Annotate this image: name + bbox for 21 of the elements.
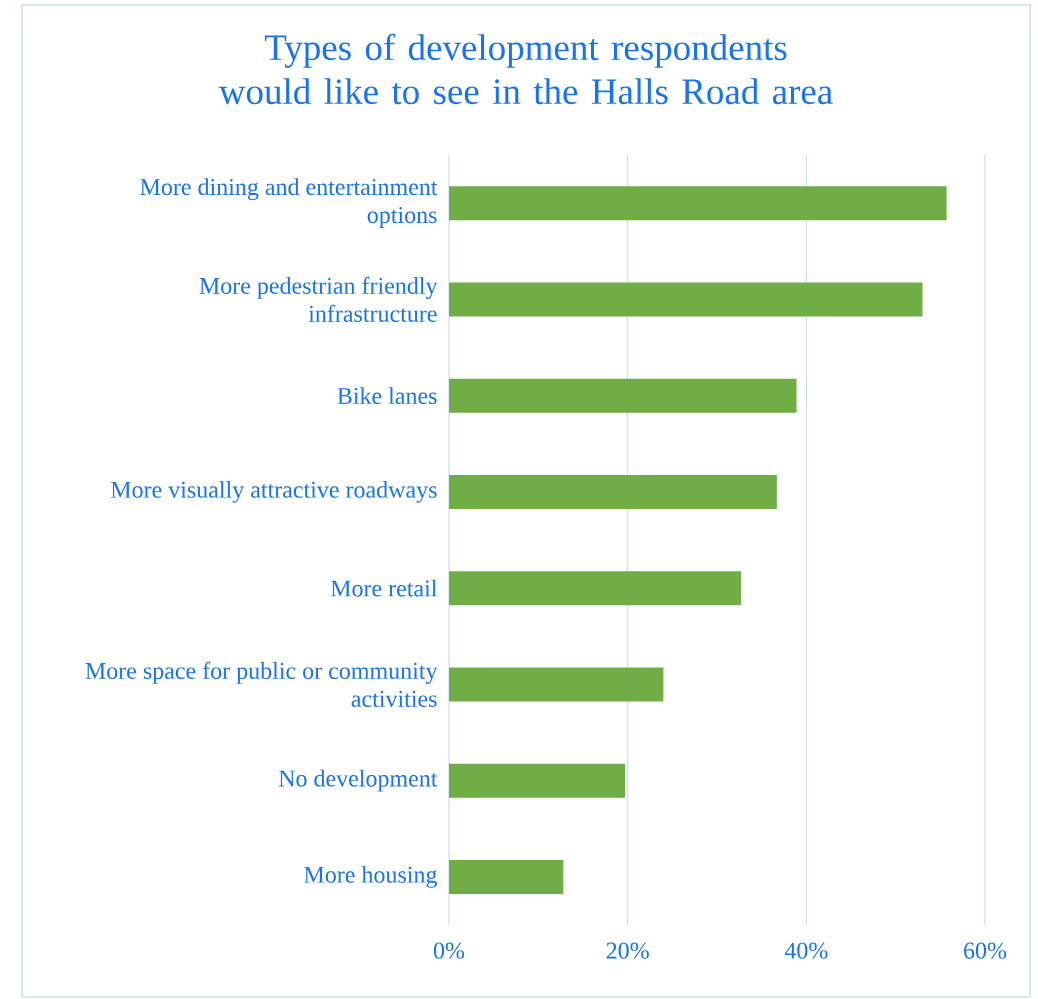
chart-title: Types of development respondents would like to see in the Halls Road area [218,33,833,105]
bar [449,859,564,894]
y-tick-label: More housing [304,865,437,888]
bar [449,763,625,798]
y-tick-label: Bike lanes [337,387,437,405]
bar [449,282,923,317]
bar [449,571,742,606]
y-tick-label: More space for public or community activities [85,661,438,707]
x-tick-label: 0% [433,942,465,959]
x-tick-label: 20% [606,942,649,959]
bar [449,186,947,221]
x-tick-label: 40% [784,942,828,959]
bar [449,667,664,702]
y-tick-label: More dining and entertainment options [140,178,438,229]
y-tick-label: More pedestrian friendly infrastructure [199,276,438,322]
y-tick-label: No development [278,769,438,792]
y-tick-label: More visually attractive roadways [110,480,437,503]
bar [449,474,777,509]
x-tick-label: 60% [964,942,1007,959]
y-tick-label: More retail [330,579,437,597]
bar [449,378,797,413]
